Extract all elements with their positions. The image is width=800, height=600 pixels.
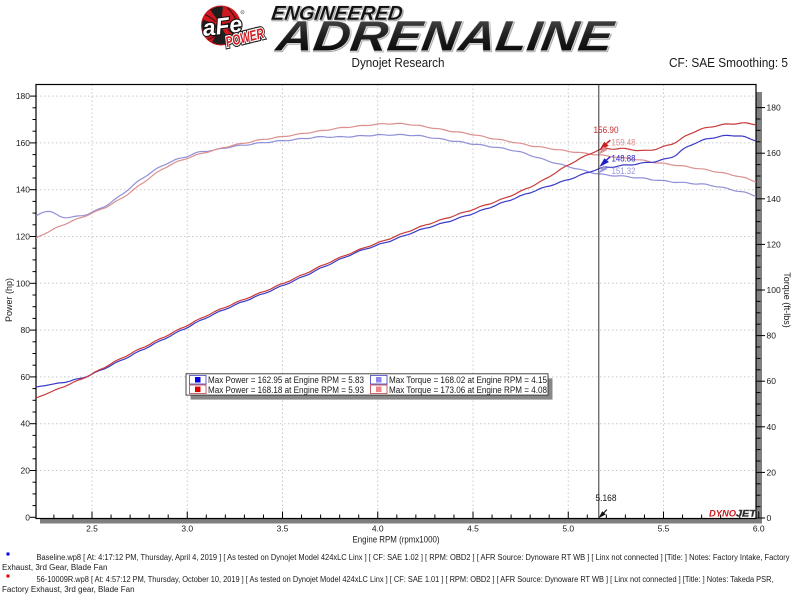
svg-text:40: 40	[767, 422, 777, 432]
svg-text:DYNO: DYNO	[709, 509, 736, 519]
svg-text:148.88: 148.88	[612, 154, 636, 165]
svg-text:60: 60	[21, 372, 31, 382]
svg-text:2.5: 2.5	[86, 524, 98, 534]
svg-text:Power (hp): Power (hp)	[4, 278, 14, 322]
svg-text:100: 100	[16, 278, 30, 288]
svg-text:4.5: 4.5	[467, 524, 479, 534]
svg-text:ENGINEERED: ENGINEERED	[270, 3, 404, 25]
svg-text:3.0: 3.0	[181, 524, 193, 534]
svg-text:Engine RPM (rpmx1000): Engine RPM (rpmx1000)	[353, 535, 440, 546]
svg-text:6.0: 6.0	[753, 524, 765, 534]
svg-text:151.32: 151.32	[612, 166, 636, 177]
svg-text:180: 180	[16, 91, 30, 101]
svg-text:3.5: 3.5	[277, 524, 289, 534]
svg-text:5.0: 5.0	[562, 524, 574, 534]
svg-text:20: 20	[767, 467, 777, 477]
svg-text:120: 120	[16, 232, 30, 242]
svg-text:aFe: aFe	[201, 10, 244, 41]
svg-text:159.48: 159.48	[612, 138, 636, 149]
svg-text:100: 100	[767, 285, 781, 295]
svg-text:80: 80	[21, 325, 31, 335]
svg-text:56-10009R.wp8 [ At: 4:57:12 PM: 56-10009R.wp8 [ At: 4:57:12 PM, Thursday…	[37, 575, 774, 584]
svg-text:Dynojet Research: Dynojet Research	[352, 55, 445, 70]
svg-text:aFe: aFe	[201, 10, 244, 41]
svg-text:0: 0	[767, 513, 772, 523]
svg-text:60: 60	[767, 376, 777, 386]
svg-text:Exhaust, 3rd Gear, Blade Fan: Exhaust, 3rd Gear, Blade Fan	[2, 563, 107, 572]
svg-text:ADRENALINE: ADRENALINE	[272, 13, 618, 60]
svg-text:Baseline.wp8 [ At: 4:17:12 PM,: Baseline.wp8 [ At: 4:17:12 PM, Thursday,…	[37, 553, 790, 562]
svg-text:140: 140	[16, 185, 30, 195]
svg-text:JET: JET	[736, 509, 758, 519]
svg-text:20: 20	[21, 466, 31, 476]
svg-text:5.5: 5.5	[658, 524, 670, 534]
svg-text:Max Power = 162.95 at Engine R: Max Power = 162.95 at Engine RPM = 5.83	[208, 375, 364, 385]
svg-text:180: 180	[767, 103, 781, 113]
svg-text:0: 0	[25, 512, 30, 522]
svg-text:120: 120	[767, 239, 781, 249]
svg-text:Max Power = 168.18 at Engine R: Max Power = 168.18 at Engine RPM = 5.93	[208, 385, 364, 395]
svg-text:80: 80	[767, 331, 777, 341]
svg-text:Factory Exhaust, 3rd gear, Bla: Factory Exhaust, 3rd gear, Blade Fan	[2, 585, 135, 594]
svg-text:160: 160	[767, 148, 781, 158]
svg-text:5.168: 5.168	[596, 493, 617, 504]
svg-text:Max Torque = 168.02 at Engine: Max Torque = 168.02 at Engine RPM = 4.15	[389, 375, 547, 385]
svg-text:140: 140	[767, 194, 781, 204]
svg-text:40: 40	[21, 419, 31, 429]
svg-text:Max Torque = 173.06 at Engine: Max Torque = 173.06 at Engine RPM = 4.08	[389, 385, 547, 395]
svg-text:CF: SAE Smoothing: 5: CF: SAE Smoothing: 5	[669, 55, 788, 70]
svg-text:4.0: 4.0	[372, 524, 384, 534]
svg-text:Torque (ft-lbs): Torque (ft-lbs)	[782, 272, 792, 328]
svg-text:160: 160	[16, 138, 30, 148]
svg-text:156.90: 156.90	[594, 125, 619, 136]
svg-text:R: R	[241, 10, 244, 14]
